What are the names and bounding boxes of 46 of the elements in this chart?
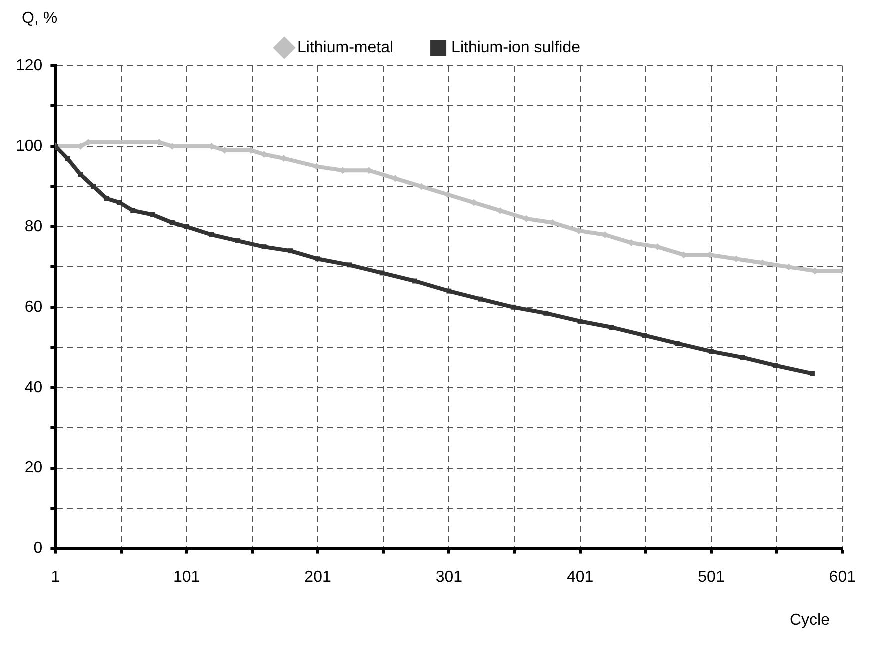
point xyxy=(117,200,122,206)
y-tick-label: 40 xyxy=(24,379,43,396)
point xyxy=(478,296,484,302)
x-tick-label: 1 xyxy=(51,568,60,586)
point xyxy=(65,156,70,162)
point xyxy=(380,270,385,276)
point xyxy=(262,244,267,250)
point xyxy=(150,212,156,218)
x-tick-label: 501 xyxy=(698,568,725,586)
point xyxy=(104,196,110,202)
y-tick-label: 60 xyxy=(24,298,43,316)
point xyxy=(347,262,352,268)
point xyxy=(130,208,136,214)
y-tick-label: 120 xyxy=(16,57,43,74)
point xyxy=(510,304,516,310)
y-tick-label: 20 xyxy=(24,460,43,477)
point xyxy=(810,371,815,376)
y-axis-title: Q, % xyxy=(22,10,58,28)
point xyxy=(236,238,240,244)
point xyxy=(184,224,190,230)
point xyxy=(709,349,714,354)
point xyxy=(91,184,96,190)
x-tick-label: 601 xyxy=(829,568,856,586)
legend-label: Lithium-metal xyxy=(298,39,394,56)
point xyxy=(412,278,418,284)
point xyxy=(446,288,452,294)
point xyxy=(316,256,320,262)
point xyxy=(170,220,175,226)
y-tick-label: 0 xyxy=(34,540,43,558)
point xyxy=(642,333,648,338)
x-tick-label: 301 xyxy=(436,568,463,586)
x-tick-label: 401 xyxy=(566,568,594,586)
point xyxy=(288,248,293,254)
point xyxy=(740,355,746,360)
legend-label: Lithium-ion sulfide xyxy=(452,39,581,56)
x-tick-label: 101 xyxy=(174,568,200,586)
point xyxy=(609,325,614,330)
y-tick-label: 80 xyxy=(24,218,43,236)
point xyxy=(209,232,214,238)
y-tick-label: 100 xyxy=(16,138,43,155)
point xyxy=(544,310,549,316)
point xyxy=(78,172,84,178)
point xyxy=(674,341,680,346)
point xyxy=(578,319,583,324)
x-axis-title: Cycle xyxy=(790,612,830,630)
x-tick-label: 201 xyxy=(304,568,332,586)
